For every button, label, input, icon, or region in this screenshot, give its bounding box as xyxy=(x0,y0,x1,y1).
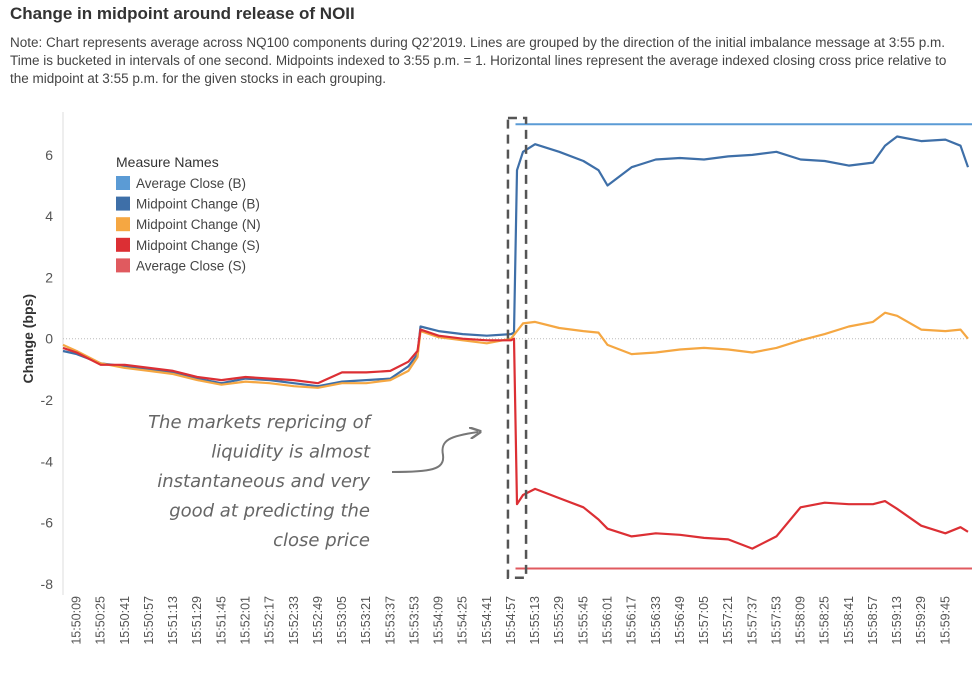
x-tick-label: 15:53:05 xyxy=(335,596,349,645)
x-tick-label: 15:57:21 xyxy=(721,596,735,645)
x-tick-label: 15:57:53 xyxy=(769,596,783,645)
x-tick-label: 15:55:13 xyxy=(528,596,542,645)
y-tick-label: -8 xyxy=(41,576,54,592)
annotation-text-line: close price xyxy=(273,530,370,551)
legend-swatch xyxy=(116,217,130,232)
y-tick-label: -4 xyxy=(41,453,54,469)
x-tick-label: 15:56:33 xyxy=(649,596,663,645)
legend-label: Midpoint Change (N) xyxy=(136,217,261,232)
x-tick-label: 15:58:09 xyxy=(794,596,808,645)
legend-title: Measure Names xyxy=(116,154,219,170)
y-axis-label: Change (bps) xyxy=(20,294,36,383)
legend-label: Average Close (S) xyxy=(136,258,246,273)
annotation-text-line: The markets repricing of xyxy=(148,412,373,433)
legend: Measure Names Average Close (B) Midpoint C… xyxy=(116,154,261,273)
x-tick-label: 15:59:29 xyxy=(914,596,928,645)
x-tick-label: 15:54:57 xyxy=(504,596,518,645)
x-tick-label: 15:51:45 xyxy=(214,596,228,645)
annotation-text-line: good at predicting the xyxy=(169,501,370,522)
reference-lines xyxy=(515,123,972,570)
series-lines xyxy=(62,135,970,550)
y-tick-label: 6 xyxy=(45,147,53,163)
annotation-arrow xyxy=(391,432,478,473)
x-tick-label: 15:53:53 xyxy=(407,596,421,645)
x-tick-label: 15:58:57 xyxy=(866,596,880,645)
legend-label: Average Close (B) xyxy=(136,176,246,191)
x-tick-label: 15:54:09 xyxy=(432,596,446,645)
legend-swatch xyxy=(116,196,130,211)
legend-swatch xyxy=(116,258,130,273)
legend-swatch xyxy=(116,237,130,252)
x-tick-label: 15:56:49 xyxy=(673,596,687,645)
y-tick-label: -2 xyxy=(41,392,54,408)
series-line-midpoint-change-b- xyxy=(62,135,970,388)
x-tick-label: 15:55:45 xyxy=(576,596,590,645)
annotation-text-line: instantaneous and very xyxy=(157,471,370,492)
annotation: The markets repricing of liquidity is alm… xyxy=(148,116,528,579)
x-tick-label: 15:57:05 xyxy=(697,596,711,645)
y-tick-label: -6 xyxy=(41,515,54,531)
x-tick-label: 15:52:49 xyxy=(311,596,325,645)
x-tick-label: 15:56:01 xyxy=(601,596,615,645)
y-tick-label: 4 xyxy=(45,208,53,224)
x-tick-label: 15:52:33 xyxy=(287,596,301,645)
legend-label: Midpoint Change (S) xyxy=(136,238,260,253)
x-tick-label: 15:56:17 xyxy=(625,596,639,645)
chart-title: Change in midpoint around release of NOI… xyxy=(10,4,355,23)
y-tick-label: 0 xyxy=(45,331,53,347)
x-tick-label: 15:51:29 xyxy=(190,596,204,645)
x-tick-label: 15:50:25 xyxy=(94,596,108,645)
legend-label: Midpoint Change (B) xyxy=(136,197,260,212)
x-tick-label: 15:59:45 xyxy=(938,596,952,645)
x-tick-label: 15:55:29 xyxy=(552,596,566,645)
x-tick-label: 15:52:01 xyxy=(239,596,253,645)
x-tick-label: 15:54:41 xyxy=(480,596,494,645)
annotation-dashed-box xyxy=(506,116,528,579)
x-tick-label: 15:50:57 xyxy=(142,596,156,645)
x-tick-label: 15:53:21 xyxy=(359,596,373,645)
x-tick-label: 15:58:41 xyxy=(842,596,856,645)
x-tick-label: 15:51:13 xyxy=(166,596,180,645)
x-tick-label: 15:58:25 xyxy=(818,596,832,645)
x-tick-label: 15:52:17 xyxy=(263,596,277,645)
legend-swatch xyxy=(116,176,130,190)
series-line-midpoint-change-n- xyxy=(62,311,969,389)
x-tick-label: 15:50:41 xyxy=(118,596,132,645)
chart-note: Note: Chart represents average across NQ… xyxy=(10,35,947,86)
axes-layer: 6 4 2 0 -2 -4 -6 -8 Change (bps) 15:50:09 15:50:25… xyxy=(20,112,968,645)
annotation-text-line: liquidity is almost xyxy=(211,442,371,463)
x-tick-label: 15:50:09 xyxy=(70,596,84,645)
series-line-midpoint-change-s- xyxy=(62,328,969,550)
y-tick-label: 2 xyxy=(45,269,53,285)
x-tick-label: 15:54:25 xyxy=(456,596,470,645)
x-tick-label: 15:53:37 xyxy=(383,596,397,645)
x-tick-label: 15:57:37 xyxy=(745,596,759,645)
x-tick-label: 15:59:13 xyxy=(890,596,904,645)
